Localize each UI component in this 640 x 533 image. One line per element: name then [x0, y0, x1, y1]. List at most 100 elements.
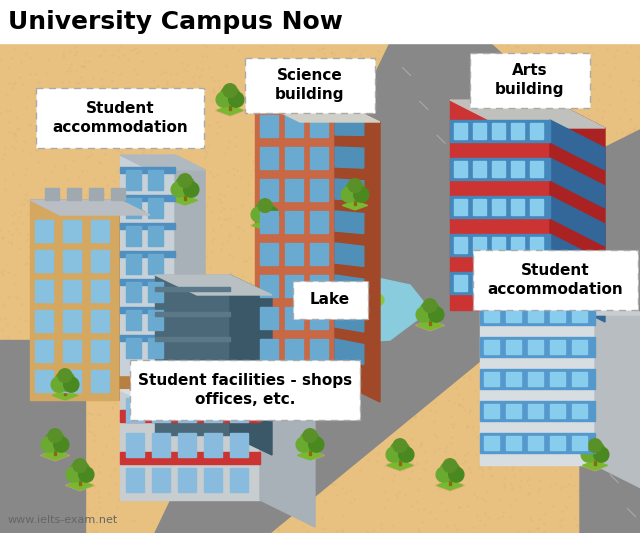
Polygon shape — [120, 390, 260, 500]
Polygon shape — [454, 275, 467, 291]
Polygon shape — [454, 161, 467, 177]
Circle shape — [440, 461, 460, 481]
Polygon shape — [473, 275, 486, 291]
Polygon shape — [120, 155, 175, 375]
Circle shape — [436, 467, 451, 482]
Polygon shape — [335, 147, 364, 168]
Polygon shape — [40, 450, 69, 461]
Polygon shape — [63, 250, 81, 272]
Polygon shape — [63, 280, 81, 302]
Polygon shape — [130, 382, 250, 390]
Polygon shape — [63, 388, 67, 395]
Polygon shape — [285, 179, 303, 201]
Polygon shape — [335, 100, 380, 402]
Circle shape — [588, 439, 602, 453]
Polygon shape — [155, 287, 230, 291]
Polygon shape — [148, 226, 163, 246]
Polygon shape — [65, 480, 95, 491]
Polygon shape — [480, 401, 595, 421]
Polygon shape — [178, 398, 196, 422]
Polygon shape — [473, 123, 486, 139]
Polygon shape — [155, 412, 230, 416]
Polygon shape — [310, 115, 328, 137]
Polygon shape — [550, 158, 605, 208]
Polygon shape — [126, 433, 144, 457]
Polygon shape — [550, 340, 565, 354]
Polygon shape — [42, 451, 68, 460]
Polygon shape — [260, 115, 278, 137]
Polygon shape — [511, 237, 524, 253]
Polygon shape — [155, 387, 230, 391]
Polygon shape — [580, 460, 609, 471]
Polygon shape — [511, 275, 524, 291]
Polygon shape — [30, 200, 150, 215]
Polygon shape — [285, 307, 303, 329]
Polygon shape — [492, 161, 505, 177]
Polygon shape — [511, 123, 524, 139]
Polygon shape — [550, 436, 565, 450]
Polygon shape — [310, 179, 328, 201]
Circle shape — [399, 447, 414, 462]
Circle shape — [341, 187, 356, 202]
Polygon shape — [218, 106, 243, 115]
Circle shape — [308, 437, 324, 452]
Polygon shape — [89, 188, 103, 200]
Polygon shape — [308, 448, 312, 455]
Polygon shape — [417, 321, 443, 330]
Circle shape — [171, 182, 186, 197]
Polygon shape — [285, 115, 303, 137]
Polygon shape — [260, 390, 315, 527]
Polygon shape — [450, 272, 550, 294]
Polygon shape — [204, 468, 222, 492]
Polygon shape — [63, 220, 81, 242]
Circle shape — [585, 441, 605, 461]
Polygon shape — [155, 312, 230, 316]
Polygon shape — [528, 372, 543, 386]
Polygon shape — [252, 221, 278, 230]
Polygon shape — [172, 196, 198, 205]
Polygon shape — [126, 468, 144, 492]
Polygon shape — [35, 310, 53, 332]
Polygon shape — [580, 130, 640, 533]
Polygon shape — [63, 340, 81, 362]
Polygon shape — [148, 338, 163, 358]
Polygon shape — [120, 167, 175, 173]
FancyBboxPatch shape — [292, 281, 367, 319]
Polygon shape — [260, 147, 278, 169]
Circle shape — [258, 199, 272, 213]
Text: Student
accommodation: Student accommodation — [487, 263, 623, 297]
Polygon shape — [335, 307, 364, 332]
Polygon shape — [449, 478, 451, 486]
Polygon shape — [550, 272, 605, 322]
Polygon shape — [437, 481, 463, 490]
Polygon shape — [285, 275, 303, 297]
Polygon shape — [120, 251, 175, 257]
Polygon shape — [550, 404, 565, 418]
Polygon shape — [528, 436, 543, 450]
Polygon shape — [484, 404, 499, 418]
Circle shape — [429, 307, 444, 322]
Polygon shape — [582, 461, 607, 470]
Polygon shape — [265, 270, 430, 345]
Polygon shape — [230, 398, 248, 422]
Text: Lake: Lake — [310, 293, 350, 308]
Polygon shape — [178, 433, 196, 457]
Polygon shape — [285, 211, 303, 233]
Polygon shape — [506, 372, 521, 386]
Polygon shape — [530, 275, 543, 291]
Polygon shape — [155, 43, 640, 533]
Text: Arts
building: Arts building — [495, 63, 564, 97]
Polygon shape — [126, 226, 141, 246]
Polygon shape — [216, 105, 244, 116]
Polygon shape — [230, 275, 272, 455]
Polygon shape — [148, 310, 163, 330]
Circle shape — [393, 439, 407, 453]
Polygon shape — [52, 391, 77, 400]
Polygon shape — [126, 170, 141, 190]
Circle shape — [220, 86, 240, 106]
Circle shape — [54, 437, 69, 452]
Polygon shape — [155, 362, 230, 366]
Polygon shape — [454, 123, 467, 139]
Circle shape — [251, 207, 266, 222]
Polygon shape — [295, 272, 380, 295]
